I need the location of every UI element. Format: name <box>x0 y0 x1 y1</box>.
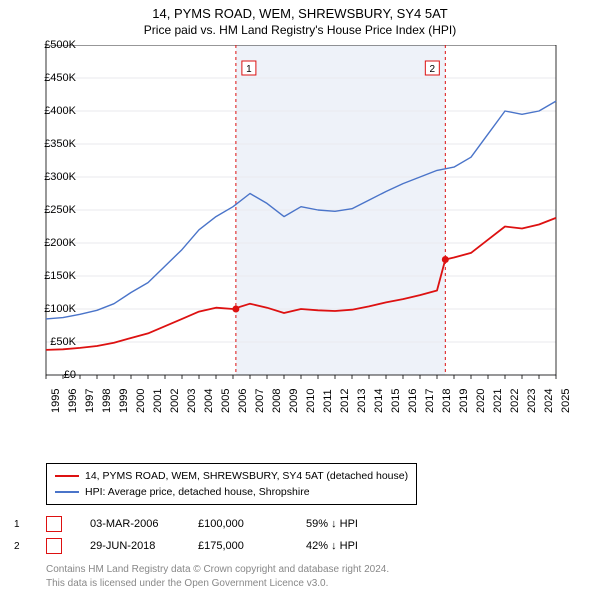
x-tick-label: 2019 <box>458 389 470 413</box>
y-tick-label: £350K <box>36 138 76 150</box>
legend-label: 14, PYMS ROAD, WEM, SHREWSBURY, SY4 5AT … <box>85 470 408 482</box>
chart-titles: 14, PYMS ROAD, WEM, SHREWSBURY, SY4 5AT … <box>0 0 600 37</box>
x-tick-label: 1999 <box>118 389 130 413</box>
legend-item: HPI: Average price, detached house, Shro… <box>55 484 408 500</box>
sale-price: £100,000 <box>198 518 278 530</box>
footnote-line: Contains HM Land Registry data © Crown c… <box>46 563 600 577</box>
y-tick-label: £500K <box>36 39 76 51</box>
x-tick-label: 2000 <box>135 389 147 413</box>
y-tick-label: £450K <box>36 72 76 84</box>
x-tick-label: 1996 <box>67 389 79 413</box>
y-tick-label: £50K <box>36 336 76 348</box>
x-tick-label: 2007 <box>254 389 266 413</box>
x-tick-label: 2015 <box>390 389 402 413</box>
x-tick-label: 1995 <box>50 389 62 413</box>
y-tick-label: £250K <box>36 204 76 216</box>
y-tick-label: £0 <box>36 369 76 381</box>
y-tick-label: £100K <box>36 303 76 315</box>
x-tick-label: 2016 <box>407 389 419 413</box>
x-tick-label: 2001 <box>152 389 164 413</box>
x-tick-label: 2021 <box>492 389 504 413</box>
legend: 14, PYMS ROAD, WEM, SHREWSBURY, SY4 5AT … <box>46 463 417 505</box>
x-tick-label: 2010 <box>305 389 317 413</box>
legend-swatch <box>55 475 79 477</box>
sale-row: 1 03-MAR-2006 £100,000 59% ↓ HPI <box>46 513 600 535</box>
sale-marker-box: 1 <box>46 516 62 532</box>
x-tick-label: 2022 <box>509 389 521 413</box>
x-tick-label: 2025 <box>560 389 572 413</box>
legend-swatch <box>55 491 79 493</box>
x-tick-label: 2014 <box>373 389 385 413</box>
y-tick-label: £300K <box>36 171 76 183</box>
y-tick-label: £400K <box>36 105 76 117</box>
x-tick-label: 2006 <box>237 389 249 413</box>
y-tick-label: £200K <box>36 237 76 249</box>
footnote-line: This data is licensed under the Open Gov… <box>46 577 600 590</box>
x-tick-label: 2020 <box>475 389 487 413</box>
x-tick-label: 2003 <box>186 389 198 413</box>
sale-marker-box: 2 <box>46 538 62 554</box>
legend-label: HPI: Average price, detached house, Shro… <box>85 486 310 498</box>
sale-delta: 59% ↓ HPI <box>306 518 386 530</box>
x-tick-label: 2013 <box>356 389 368 413</box>
chart-svg: 12 <box>40 45 600 415</box>
sale-price: £175,000 <box>198 540 278 552</box>
x-tick-label: 1997 <box>84 389 96 413</box>
y-tick-label: £150K <box>36 270 76 282</box>
x-tick-label: 2002 <box>169 389 181 413</box>
x-tick-label: 2011 <box>322 389 334 413</box>
sale-delta: 42% ↓ HPI <box>306 540 386 552</box>
x-tick-label: 2008 <box>271 389 283 413</box>
sale-row: 2 29-JUN-2018 £175,000 42% ↓ HPI <box>46 535 600 557</box>
footnote: Contains HM Land Registry data © Crown c… <box>46 563 600 590</box>
svg-text:1: 1 <box>246 64 252 75</box>
chart-title: 14, PYMS ROAD, WEM, SHREWSBURY, SY4 5AT <box>0 6 600 21</box>
x-tick-label: 2018 <box>441 389 453 413</box>
sale-date: 03-MAR-2006 <box>90 518 170 530</box>
sale-date: 29-JUN-2018 <box>90 540 170 552</box>
svg-text:2: 2 <box>430 64 436 75</box>
chart-subtitle: Price paid vs. HM Land Registry's House … <box>0 23 600 37</box>
x-tick-label: 1998 <box>101 389 113 413</box>
x-tick-label: 2004 <box>203 389 215 413</box>
legend-item: 14, PYMS ROAD, WEM, SHREWSBURY, SY4 5AT … <box>55 468 408 484</box>
x-tick-label: 2012 <box>339 389 351 413</box>
chart-area: 12 £0£50K£100K£150K£200K£250K£300K£350K£… <box>40 45 600 415</box>
x-tick-label: 2017 <box>424 389 436 413</box>
x-tick-label: 2005 <box>220 389 232 413</box>
x-tick-label: 2009 <box>288 389 300 413</box>
sales-table: 1 03-MAR-2006 £100,000 59% ↓ HPI 2 29-JU… <box>46 513 600 557</box>
x-tick-label: 2024 <box>543 389 555 413</box>
x-tick-label: 2023 <box>526 389 538 413</box>
